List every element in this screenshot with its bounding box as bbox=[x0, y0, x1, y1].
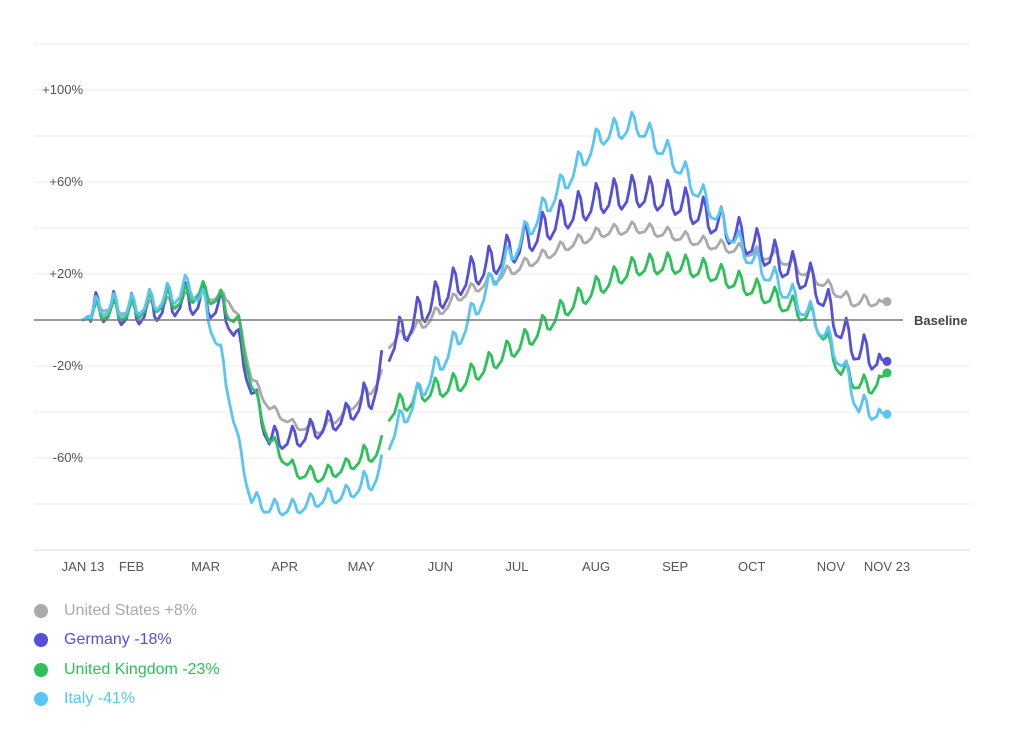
legend-dot-united-kingdom bbox=[34, 662, 48, 677]
end-dot-united-kingdom bbox=[882, 368, 892, 378]
legend-item-united-states[interactable]: United States +8% bbox=[34, 596, 220, 626]
end-dot-germany bbox=[882, 356, 892, 366]
legend-dot-italy bbox=[34, 692, 48, 707]
series-line-italy bbox=[387, 110, 889, 451]
x-axis-tick-labels: JAN 13 FEB MAR APR MAY JUN JUL AUG SEP OCT NOV NOV … bbox=[62, 559, 910, 574]
legend-label-germany: Germany -18% bbox=[64, 631, 172, 649]
y-tick-label: +20% bbox=[49, 266, 83, 281]
x-tick-label: AUG bbox=[582, 559, 610, 574]
series-line-italy bbox=[81, 273, 384, 517]
x-tick-label: NOV 23 bbox=[864, 559, 910, 574]
y-axis-tick-labels: +100% +60% +20% -20% -60% bbox=[42, 82, 83, 465]
series-line-germany bbox=[387, 173, 889, 371]
x-tick-label: FEB bbox=[119, 559, 144, 574]
legend-label-italy: Italy -41% bbox=[64, 690, 136, 708]
x-tick-label: JUL bbox=[505, 559, 528, 574]
x-tick-label: MAY bbox=[348, 559, 376, 574]
legend-dot-united-states bbox=[34, 603, 48, 618]
x-tick-label: NOV bbox=[817, 559, 846, 574]
baseline-label: Baseline bbox=[914, 313, 967, 328]
legend-label-united-states: United States +8% bbox=[64, 601, 197, 619]
x-tick-label: JAN 13 bbox=[62, 559, 105, 574]
legend-dot-germany bbox=[34, 633, 48, 648]
y-tick-label: +100% bbox=[42, 82, 83, 97]
y-tick-label: -20% bbox=[53, 358, 84, 373]
legend-item-italy[interactable]: Italy -41% bbox=[34, 685, 220, 715]
x-tick-label: MAR bbox=[191, 559, 220, 574]
legend-item-germany[interactable]: Germany -18% bbox=[34, 626, 220, 656]
series-line-united-kingdom bbox=[81, 279, 384, 484]
x-tick-label: OCT bbox=[738, 559, 766, 574]
series-end-dots bbox=[882, 297, 892, 419]
series-line-united-states bbox=[387, 220, 889, 350]
legend: United States +8% Germany -18% United Ki… bbox=[34, 596, 220, 714]
end-dot-italy bbox=[882, 409, 892, 419]
y-tick-label: +60% bbox=[49, 174, 83, 189]
x-tick-label: JUN bbox=[428, 559, 453, 574]
series-lines bbox=[81, 110, 889, 517]
mobility-line-chart: +100% +60% +20% -20% -60% Baseline JAN 13 FEB… bbox=[34, 43, 970, 574]
legend-label-united-kingdom: United Kingdom -23% bbox=[64, 660, 220, 678]
x-tick-label: SEP bbox=[662, 559, 688, 574]
legend-item-united-kingdom[interactable]: United Kingdom -23% bbox=[34, 655, 220, 685]
y-tick-label: -60% bbox=[53, 450, 84, 465]
x-tick-label: APR bbox=[271, 559, 298, 574]
end-dot-united-states bbox=[882, 297, 892, 307]
